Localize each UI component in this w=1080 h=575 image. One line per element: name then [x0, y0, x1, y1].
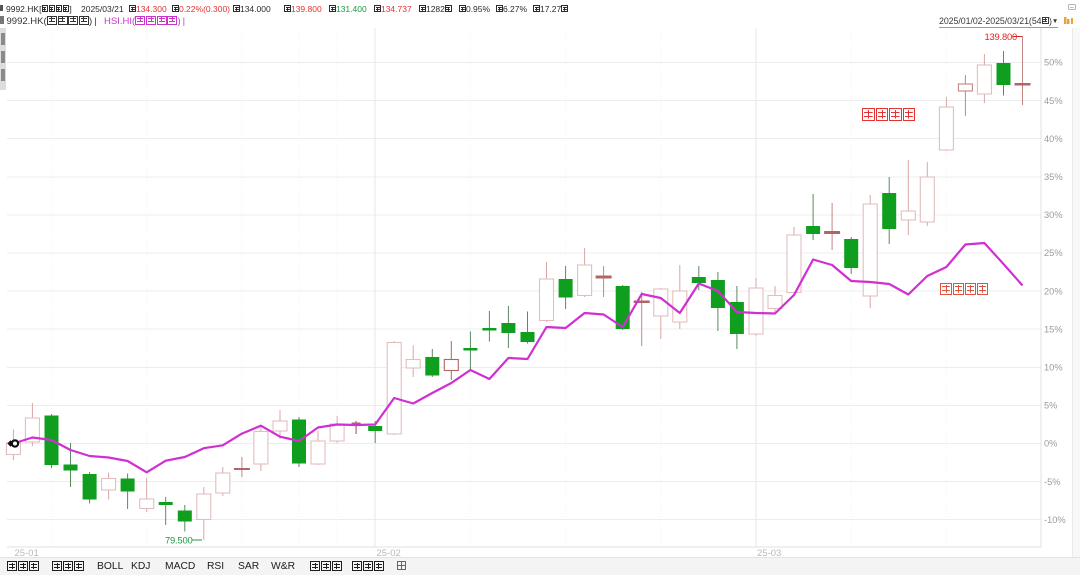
svg-text:25%: 25%	[1044, 248, 1063, 258]
svg-text:15%: 15%	[1044, 324, 1063, 334]
svg-text:0%: 0%	[1044, 439, 1057, 449]
svg-text:79.500: 79.500	[165, 535, 192, 546]
svg-text:40%: 40%	[1044, 134, 1063, 144]
svg-text:25-01: 25-01	[15, 548, 39, 559]
svg-text:10%: 10%	[1044, 363, 1063, 373]
svg-text:25-02: 25-02	[377, 548, 401, 559]
svg-text:139.800: 139.800	[985, 31, 1018, 42]
svg-text:50%: 50%	[1044, 58, 1063, 68]
svg-text:-10%: -10%	[1044, 515, 1066, 525]
svg-text:20%: 20%	[1044, 286, 1063, 296]
svg-text:5%: 5%	[1044, 401, 1057, 411]
svg-text:45%: 45%	[1044, 96, 1063, 106]
svg-text:35%: 35%	[1044, 172, 1063, 182]
svg-text:30%: 30%	[1044, 210, 1063, 220]
svg-text:25-03: 25-03	[757, 548, 781, 559]
svg-text:-5%: -5%	[1044, 477, 1061, 487]
